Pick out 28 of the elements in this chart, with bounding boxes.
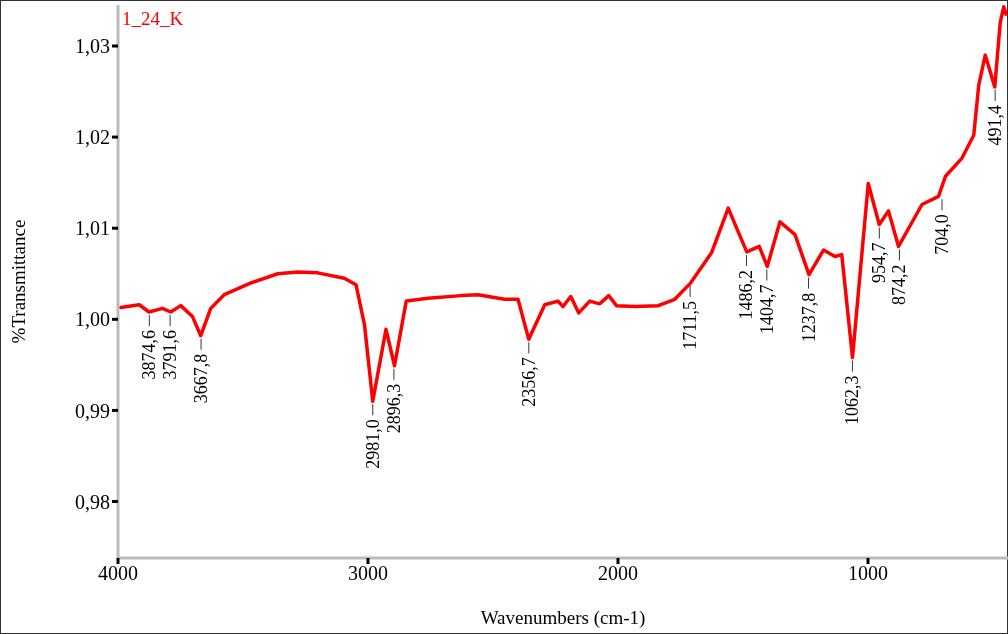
annotation: 1237,8: [798, 292, 819, 343]
annotation: 2356,7: [518, 357, 539, 407]
annotation: 874,2: [889, 264, 910, 305]
y-tick-label: 1,02: [75, 126, 110, 149]
y-tick-label: 0,98: [75, 490, 110, 513]
annotation: 704,0: [932, 214, 952, 255]
x-tick-label: 3000: [348, 562, 388, 585]
y-tick-label: 1,03: [75, 35, 110, 58]
annotation: 3791,6: [160, 330, 181, 380]
annotation: 1404,7: [756, 284, 777, 334]
x-tick-label: 4000: [98, 562, 138, 585]
annotation: 954,7: [869, 242, 890, 284]
annotation: 491,4: [985, 104, 1006, 146]
annotation: 1486,2: [736, 269, 757, 320]
annotation: 3667,8: [191, 353, 212, 404]
y-tick-label: 1,00: [75, 308, 110, 331]
text: 1_24_K: [122, 8, 184, 30]
annotation: 2896,3: [383, 383, 404, 434]
x-tick-label: 2000: [598, 562, 638, 585]
x-axis-title: Wavenumbers (cm-1): [480, 607, 646, 629]
annotation: 3874,6: [139, 330, 160, 380]
y-axis-title: %Transmittance: [7, 219, 29, 344]
x-tick-label: 1000: [848, 562, 888, 585]
y-tick-label: 1,01: [75, 217, 110, 240]
annotation: 1711,5: [680, 300, 701, 350]
y-tick-label: 0,99: [75, 399, 110, 422]
annotation: 1062,3: [842, 375, 863, 426]
annotation: 2981,0: [362, 419, 383, 469]
